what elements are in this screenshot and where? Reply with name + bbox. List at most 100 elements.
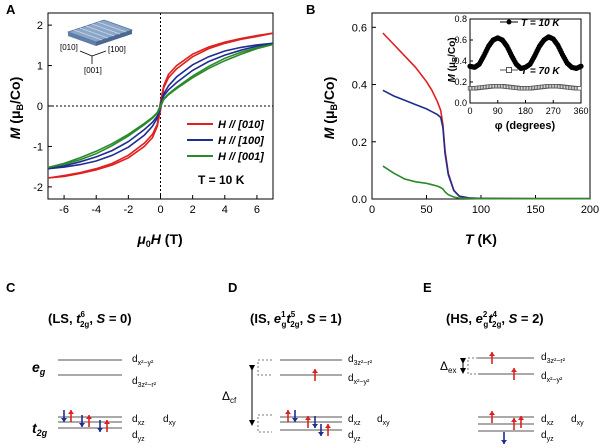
inset-y-tick-label: 0.2 [454, 77, 467, 87]
x-tick-label: 100 [472, 204, 490, 216]
spin-up-arrow-head [325, 424, 331, 428]
y-tick-label: 0.0 [352, 194, 367, 206]
y-tick-label: 0.2 [352, 137, 367, 149]
spin-up-arrow-head [305, 416, 311, 420]
inset-x-tick-label: 180 [518, 106, 533, 116]
inset-legend-label-10k: T = 10 K [521, 18, 560, 29]
plot-b-marks: 0 50 100 150 200 0.0 0.2 0.4 0.6 [352, 22, 599, 216]
y-tick-label: 0 [37, 101, 43, 113]
panel-d: D (IS, e1 gt5 2g, S = 1) Δcf d3z²−r² dx²−y… [222, 280, 390, 443]
y-tick-label: 0.6 [352, 22, 367, 34]
spin-up-arrow-head [312, 369, 318, 373]
inset-label-010: [010] [60, 43, 78, 52]
panel-letter-a: A [6, 2, 16, 17]
orbital-c-x2y2: dx²−y² [132, 354, 154, 367]
legend-label-001: H // [001] [218, 151, 264, 163]
y-tick-label: 0.4 [352, 80, 367, 92]
spin-down-arrow-head [79, 423, 85, 427]
inset-x-tick-label: 360 [573, 106, 588, 116]
inset-legend-label-70k: T = 70 K [521, 66, 560, 77]
panel-c: C (LS, t6 2g, S = 0) eg t2g dx²−y² d3z²−r… [6, 280, 176, 443]
t2g-label: t2g [32, 420, 48, 438]
panel-letter-d: D [228, 280, 237, 295]
spin-down-arrow-head [501, 440, 507, 444]
diagram-c-spins [61, 410, 110, 432]
spin-down-arrow-head [97, 428, 103, 432]
x-tick-label: 0 [157, 204, 163, 216]
legend-label-100: H // [100] [218, 135, 264, 147]
x-tick-label: -6 [59, 204, 69, 216]
orbital-e-dyz: dyz [541, 430, 554, 443]
legend-a: H // [010] H // [100] H // [001] [187, 119, 264, 163]
plot-a-marks: -6 -4 -2 0 2 4 6 -2 -1 0 1 2 [33, 13, 274, 216]
orbital-e-dxz: dxz [541, 414, 554, 427]
spin-up-arrow-head [86, 415, 92, 419]
spin-up-arrow-head [489, 411, 495, 415]
inset-y-tick-label: 0.8 [454, 14, 467, 24]
diagram-d-spins [285, 369, 331, 436]
inset-y-tick-label: 0.6 [454, 35, 467, 45]
plot-a-xlabel: μ0H (T) [136, 231, 182, 249]
panel-e: E (HS, e2 gt4 2g, S = 2) Δex d3z²−r² dx²−y… [423, 280, 584, 444]
bracket-e-upper [467, 357, 478, 375]
x-tick-label: -4 [91, 204, 101, 216]
spin-up-arrow-head [489, 352, 495, 356]
delta-cf-label: Δcf [222, 389, 237, 405]
plot-b-inset-marks: 0 90 180 270 360 0.0 0.2 0.4 0.6 0.8 [454, 14, 588, 116]
bracket-d-upper [257, 359, 272, 376]
x-tick-label: 50 [420, 204, 432, 216]
eg-label: eg [32, 359, 46, 377]
orbital-e-3z2r2: d3z²−r² [541, 352, 566, 365]
bracket-d-lower [257, 414, 272, 433]
temperature-note-a: T = 10 K [198, 173, 245, 187]
panel-letter-c: C [6, 280, 16, 295]
plot-a-ylabel: M (μB/Co) [7, 77, 25, 140]
spin-up-arrow-head [104, 420, 110, 424]
spin-up-arrow-head [511, 418, 517, 422]
delta-ex-label: Δex [440, 359, 456, 375]
plot-b-ylabel: M (μB/Co) [321, 77, 339, 140]
spin-up-arrow-head [518, 416, 524, 420]
orbital-d-x2y2: dx²−y² [348, 373, 370, 386]
spin-up-arrow-head [511, 368, 517, 372]
orbital-c-dyz: dyz [132, 430, 145, 443]
inset-label-100: [100] [108, 45, 126, 54]
spin-down-arrow-head [61, 418, 67, 422]
inset-point-10k [578, 63, 584, 69]
spin-down-arrow-head [318, 432, 324, 436]
orbital-c-dxz: dxz [132, 414, 145, 427]
orbital-e-x2y2: dx²−y² [541, 371, 563, 384]
x-tick-label: 6 [254, 204, 260, 216]
orbital-d-3z2r2: d3z²−r² [348, 354, 373, 367]
orbital-d-dxy: dxy [377, 414, 390, 427]
diagram-d-title: (IS, e1 gt5 2g, S = 1) [250, 310, 342, 329]
x-tick-label: 150 [526, 204, 544, 216]
series-line-2-y_down [47, 43, 274, 169]
diagram-e-spins [489, 352, 524, 444]
spin-up-arrow-head [68, 410, 74, 414]
y-tick-label: 1 [37, 61, 43, 73]
x-tick-label: 2 [190, 204, 196, 216]
plot-b-xlabel: T (K) [465, 231, 497, 247]
legend-label-010: H // [010] [218, 119, 264, 131]
y-tick-label: -1 [33, 141, 43, 153]
inset-y-tick-label: 0.0 [454, 98, 467, 108]
x-tick-label: 200 [581, 204, 599, 216]
x-tick-label: -2 [123, 204, 133, 216]
panel-a: A -6 -4 -2 0 2 4 6 -2 -1 0 1 2 M (μB/Co) μ0H (T) [0… [6, 2, 274, 249]
sample-inset: [010] [100] [001] [60, 19, 134, 75]
inset-ylabel: M (μB/Co) [447, 37, 459, 82]
inset-label-001: [001] [84, 66, 102, 75]
panel-letter-b: B [306, 2, 315, 17]
inset-x-tick-label: 90 [493, 106, 503, 116]
series-line-2 [382, 165, 590, 200]
spin-down-arrow-head [312, 424, 318, 428]
spin-up-arrow-head [285, 410, 291, 414]
diagram-c-title: (LS, t6 2g, S = 0) [48, 310, 132, 329]
inset-legend-marker-10k [506, 19, 512, 25]
y-tick-label: -2 [33, 182, 43, 194]
orbital-e-dxy: dxy [571, 414, 584, 427]
orbital-c-3z2r2: d3z²−r² [132, 376, 157, 389]
diagram-e-title: (HS, e2 gt4 2g, S = 2) [446, 310, 544, 329]
